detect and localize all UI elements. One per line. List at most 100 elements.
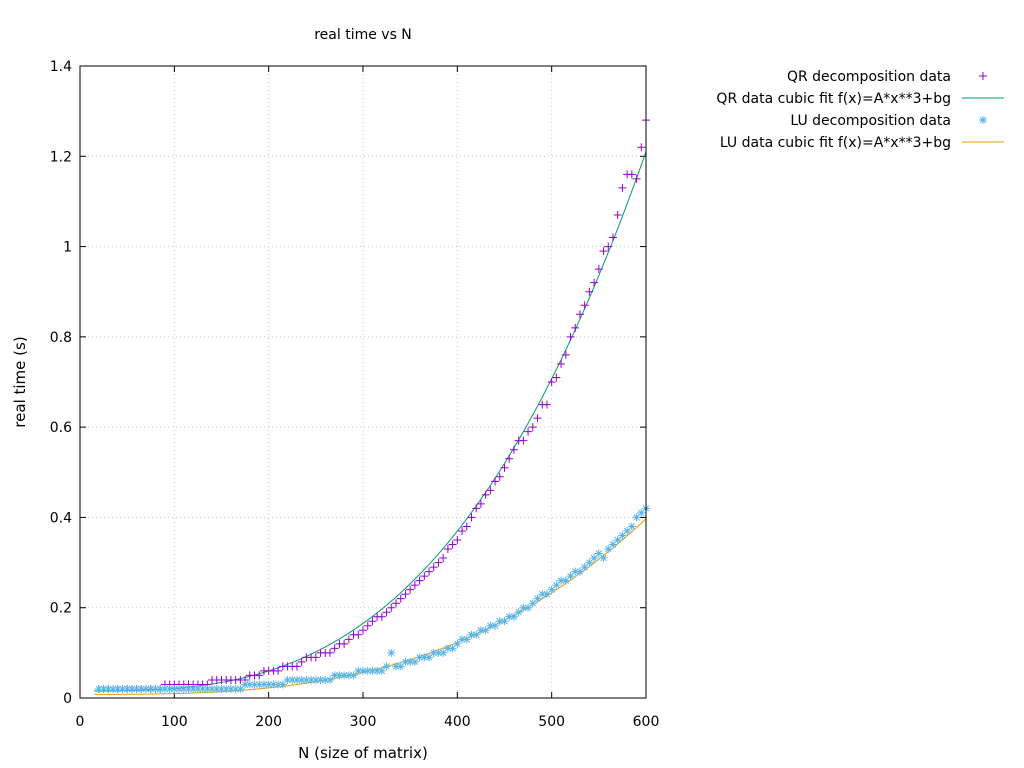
lu-data-point [255, 680, 264, 689]
qr-data-point [325, 648, 334, 657]
lu-data-point [311, 675, 320, 684]
lu-data-point [623, 526, 632, 535]
lu-data-point [608, 540, 617, 549]
lu-data-point [509, 612, 518, 621]
lu-data-point [330, 671, 339, 680]
qr-data-point [363, 621, 372, 630]
lu-data-point [245, 680, 254, 689]
qr-data-point [627, 170, 636, 179]
lu-data-point [392, 662, 401, 671]
axis-ticks: 0 100 200 300 400 500 600 0 0.2 0.4 0.6 0.8 1 1.2 1.4 [50, 59, 660, 730]
qr-data-point [340, 639, 349, 648]
lu-data-point [472, 630, 481, 639]
lu-data-point [274, 680, 283, 689]
lu-data-point [547, 585, 556, 594]
lu-data-point [627, 522, 636, 531]
qr-data-point [580, 301, 589, 310]
lu-data-point [335, 671, 344, 680]
legend-star-marker [979, 116, 987, 124]
lu-data-point [599, 554, 608, 563]
lu-data-point [193, 684, 202, 693]
lu-data-point [203, 684, 212, 693]
lu-data-point [118, 684, 127, 693]
lu-data-point [632, 513, 641, 522]
qr-data-point [415, 576, 424, 585]
lu-data-point [250, 680, 259, 689]
y-axis-label: real time (s) [11, 336, 29, 427]
qr-data-point [311, 653, 320, 662]
qr-data-point [420, 572, 429, 581]
qr-data-point [344, 635, 353, 644]
x-tick-label: 200 [255, 714, 282, 730]
qr-data-point [429, 563, 438, 572]
qr-data-point [566, 332, 575, 341]
x-tick-label: 400 [444, 714, 471, 730]
lu-data-point [425, 653, 434, 662]
qr-data-point [467, 513, 476, 522]
qr-data-point [292, 662, 301, 671]
lu-data-point [349, 671, 358, 680]
qr-data-point [387, 603, 396, 612]
lu-data-point [524, 603, 533, 612]
lu-data-point [212, 684, 221, 693]
lu-data-point [387, 648, 396, 657]
qr-data-point [481, 490, 490, 499]
qr-data-point [547, 378, 556, 386]
lu-data-point [462, 635, 471, 644]
lu-data-point [292, 675, 301, 684]
y-tick-label: 0.6 [50, 420, 72, 436]
qr-data-point [392, 599, 401, 608]
lu-data-point [401, 657, 410, 666]
lu-data-point [297, 675, 306, 684]
lu-data-point [566, 572, 575, 581]
lu-data-point [222, 684, 231, 693]
qr-data-point [533, 414, 542, 423]
lu-data-point [542, 590, 551, 599]
lu-data-point [302, 675, 311, 684]
qr-data-point [599, 247, 608, 256]
y-tick-label: 0.8 [50, 330, 72, 346]
qr-data-point [557, 359, 566, 368]
lu-data-point [443, 644, 452, 653]
lu-data-point [538, 590, 547, 599]
qr-data-point [439, 554, 448, 563]
qr-data-point [377, 612, 386, 621]
y-tick-label: 0.4 [50, 510, 72, 526]
legend-label: QR decomposition data [787, 69, 951, 85]
lu-data-point [396, 662, 405, 671]
lu-data-point [439, 648, 448, 657]
lu-data-point [382, 662, 391, 671]
qr-data-point [500, 463, 509, 472]
lu-data-point [481, 626, 490, 635]
qr-data-point [519, 436, 528, 445]
qr-data-point [575, 310, 584, 319]
qr-data-point [637, 143, 646, 152]
qr-data-point [406, 585, 415, 594]
qr-data-point [524, 427, 533, 436]
qr-data-point [604, 242, 613, 251]
lu-data-point [580, 563, 589, 572]
lu-data-point [420, 653, 429, 662]
x-axis-label: N (size of matrix) [298, 744, 428, 762]
lu-data-point [151, 684, 160, 693]
plot-frame [79, 65, 647, 699]
lu-data-point [325, 675, 334, 684]
qr-data-point [472, 504, 481, 513]
qr-data-point [443, 545, 452, 554]
lu-data-point [410, 657, 419, 666]
qr-data-point [330, 644, 339, 653]
lu-data-point [604, 545, 613, 554]
lu-data-point [226, 684, 235, 693]
lu-data-point [613, 536, 622, 544]
lu-data-point [491, 621, 500, 630]
lu-data-point [113, 684, 122, 693]
lu-data-point [236, 684, 245, 693]
lu-data-point [170, 684, 179, 693]
qr-data-point [542, 400, 551, 409]
lu-data-point [264, 680, 273, 689]
lu-data-point [467, 630, 476, 639]
fit-curve [94, 151, 646, 692]
data-points [94, 116, 650, 693]
lu-data-point [340, 671, 349, 680]
lu-data-point [495, 617, 504, 626]
